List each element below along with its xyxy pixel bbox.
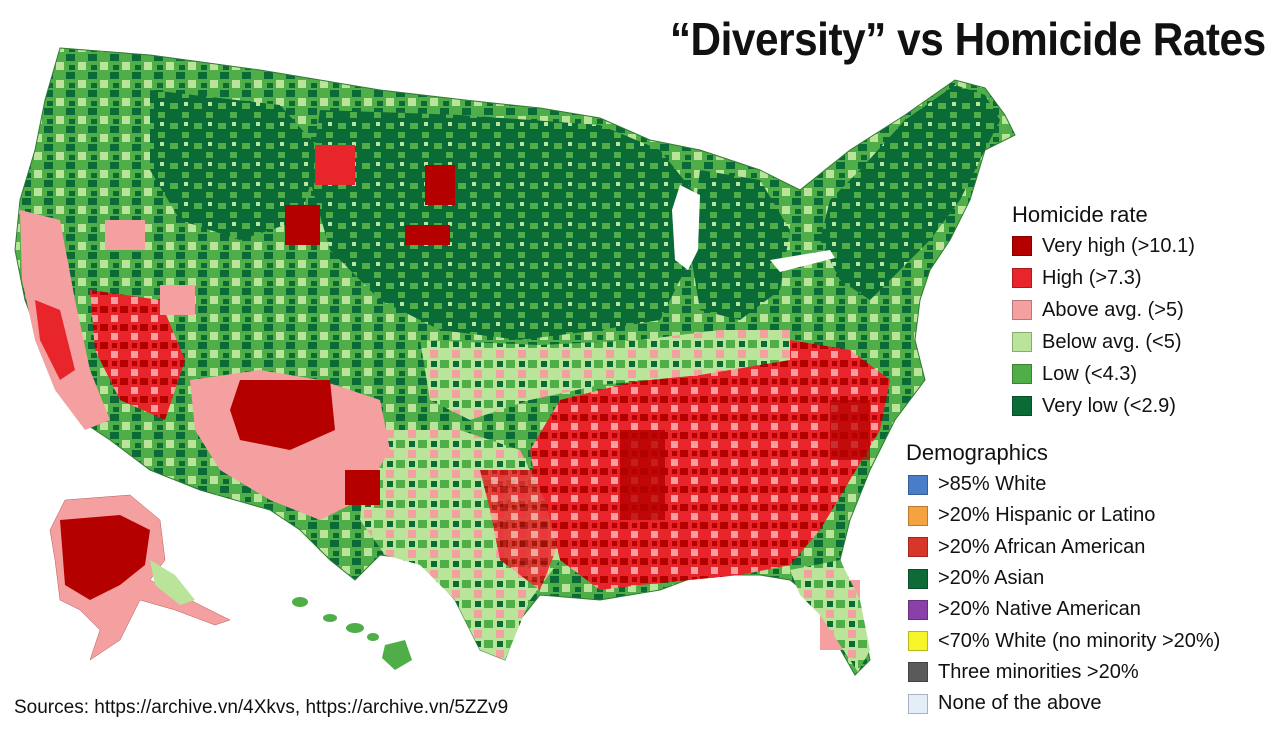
demographics-legend-label: >85% White xyxy=(938,473,1047,496)
homicide-legend-heading: Homicide rate xyxy=(1012,202,1148,227)
demographics-legend-swatch xyxy=(908,599,928,620)
lake-michigan xyxy=(672,185,700,270)
region-four-corners xyxy=(230,380,335,450)
demographics-legend-swatch xyxy=(908,537,928,558)
demographics-legend-label: >20% Hispanic or Latino xyxy=(938,504,1156,527)
alaska-southeast xyxy=(150,560,195,605)
spot-carolinas xyxy=(830,400,870,460)
demographics-legend-label: >20% Asian xyxy=(938,567,1045,590)
spot-wyoming xyxy=(285,205,320,245)
spot-colorado xyxy=(345,470,380,505)
demographics-legend-heading: Demographics xyxy=(906,440,1048,465)
homicide-legend-label: Very high (>10.1) xyxy=(1042,234,1195,257)
homicide-legend-label: Very low (<2.9) xyxy=(1042,394,1176,417)
demographics-legend-item: >85% White xyxy=(906,469,1276,500)
homicide-legend-swatch xyxy=(1012,332,1032,352)
alaska-interior xyxy=(60,515,150,600)
homicide-legend-label: Below avg. (<5) xyxy=(1042,330,1182,353)
demographics-legend-item: Three minorities >20% xyxy=(906,657,1276,688)
region-great-lakes xyxy=(690,170,790,320)
demographics-legend-swatch xyxy=(908,505,928,526)
homicide-legend-label: Low (<4.3) xyxy=(1042,362,1138,385)
region-florida xyxy=(790,560,870,672)
demographics-legend-item: <70% White (no minority >20%) xyxy=(906,625,1276,656)
region-mid-south xyxy=(420,330,790,420)
demographics-legend-label: None of the above xyxy=(938,692,1102,715)
demographics-legend-label: >20% Native American xyxy=(938,598,1141,621)
spot-montana xyxy=(425,165,455,205)
demographics-legend-label: Three minorities >20% xyxy=(938,660,1139,683)
homicide-legend-item: Low (<4.3) xyxy=(1012,358,1280,390)
homicide-legend-item: Very low (<2.9) xyxy=(1012,390,1280,422)
demographics-legend-item: >20% Native American xyxy=(906,594,1276,625)
spot-idaho xyxy=(160,285,195,315)
region-california-central xyxy=(35,300,75,380)
demographics-legend-swatch xyxy=(908,568,928,589)
homicide-legend-swatch xyxy=(1012,300,1032,320)
region-nevada xyxy=(90,290,185,420)
spot-north xyxy=(315,145,355,185)
demographics-legend-item: >20% Hispanic or Latino xyxy=(906,500,1276,531)
homicide-legend-item: Below avg. (<5) xyxy=(1012,326,1280,358)
homicide-legend-item: Above avg. (>5) xyxy=(1012,294,1280,326)
homicide-legend-label: High (>7.3) xyxy=(1042,266,1142,289)
demographics-legend-swatch xyxy=(908,474,928,495)
demographics-legend: Demographics >85% White >20% Hispanic or … xyxy=(906,437,1276,719)
homicide-legend: Homicide rate Very high (>10.1) High (>7.… xyxy=(1012,200,1280,422)
region-california xyxy=(20,210,110,430)
homicide-legend-swatch xyxy=(1012,236,1032,256)
spot-dakotas xyxy=(405,225,450,245)
homicide-legend-swatch xyxy=(1012,396,1032,416)
region-northeast xyxy=(820,85,1000,300)
demographics-legend-swatch xyxy=(908,631,928,652)
homicide-legend-label: Above avg. (>5) xyxy=(1042,298,1184,321)
region-northern-rockies xyxy=(150,90,320,240)
demographics-legend-label: <70% White (no minority >20%) xyxy=(938,629,1221,652)
homicide-legend-item: Very high (>10.1) xyxy=(1012,230,1280,262)
page-title: “Diversity” vs Homicide Rates xyxy=(670,13,1266,65)
demographics-legend-swatch xyxy=(908,693,928,714)
region-northern-plains xyxy=(310,110,700,340)
sources-text: Sources: https://archive.vn/4Xkvs, https… xyxy=(14,697,509,718)
lake-erie xyxy=(770,250,835,272)
demographics-legend-item: >20% Asian xyxy=(906,563,1276,594)
spot-mississippi xyxy=(620,430,665,520)
homicide-legend-swatch xyxy=(1012,364,1032,384)
demographics-legend-item: None of the above xyxy=(906,688,1276,719)
hawaii xyxy=(292,597,412,670)
homicide-legend-item: High (>7.3) xyxy=(1012,262,1280,294)
homicide-legend-swatch xyxy=(1012,268,1032,288)
demographics-legend-item: >20% African American xyxy=(906,532,1276,563)
spot-oregon xyxy=(105,220,145,250)
demographics-legend-swatch xyxy=(908,662,928,683)
demographics-legend-label: >20% African American xyxy=(938,535,1146,558)
region-southeast xyxy=(530,340,890,590)
region-texas-east xyxy=(480,470,560,590)
